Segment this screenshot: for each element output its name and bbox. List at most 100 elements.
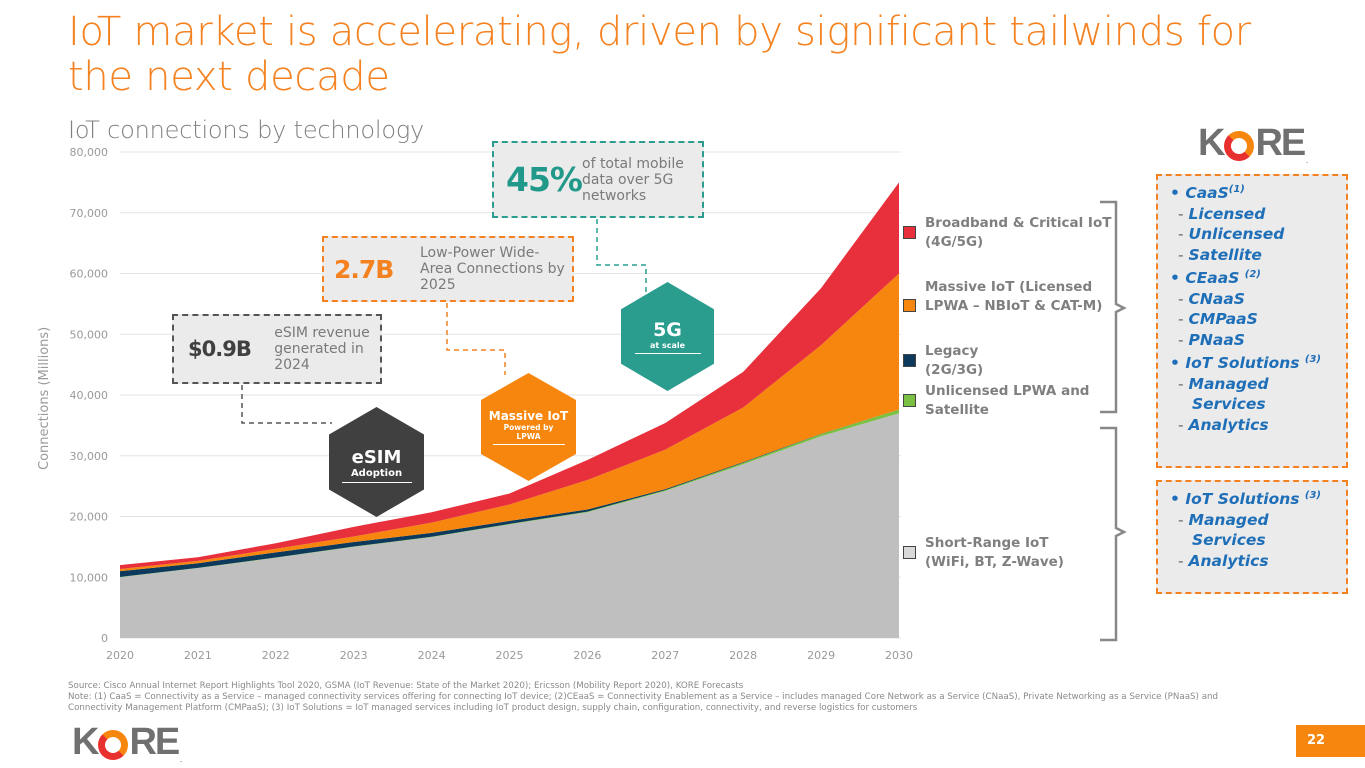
- offering-subitem: Unlicensed: [1170, 224, 1338, 245]
- area-series-4: [120, 182, 899, 570]
- legend-label: Broadband & Critical IoT (4G/5G): [925, 215, 1112, 250]
- logo-letter-k: K: [1198, 122, 1225, 164]
- offering-heading: IoT Solutions (3): [1170, 486, 1338, 510]
- esim-revenue-text: eSIM revenue generated in 2024: [274, 325, 370, 373]
- y-tick-label: 40,000: [70, 389, 109, 402]
- offering-heading: IoT Solutions (3): [1170, 350, 1338, 374]
- legend-item-legacy: Legacy (2G/3G): [903, 342, 1113, 380]
- 5g-data-value: 45%: [506, 160, 583, 199]
- esim-hex-subtitle: Adoption: [341, 468, 412, 483]
- offering-subitem: Managed Services: [1170, 374, 1338, 415]
- kore-solutions-box: IoT Solutions (3)Managed ServicesAnalyti…: [1156, 480, 1348, 594]
- x-tick-label: 2020: [106, 649, 134, 662]
- offering-subitem: Licensed: [1170, 204, 1338, 225]
- legend-swatch-icon: [903, 394, 916, 407]
- lpwa-text: Low-Power Wide-Area Connections by 2025: [420, 245, 565, 293]
- offering-subitem: Satellite: [1170, 245, 1338, 266]
- area-series-0: [120, 413, 899, 638]
- lower-brace-icon: [1100, 426, 1127, 642]
- legend-item-unlicensed-lpwa: Unlicensed LPWA and Satellite: [903, 382, 1113, 420]
- footnote-ref: (3): [1304, 490, 1321, 501]
- 5g-data-text: of total mobile data over 5G networks: [582, 155, 684, 204]
- lpwa-connector: [446, 303, 506, 375]
- legend-swatch-icon: [903, 546, 916, 559]
- legend-swatch-icon: [903, 226, 916, 239]
- legend-item-massive-iot: Massive IoT (Licensed LPWA – NBIoT & CAT…: [903, 278, 1113, 316]
- esim-connector: [241, 385, 332, 424]
- kore-offerings-box: CaaS(1)LicensedUnlicensedSatelliteCEaaS …: [1156, 174, 1348, 468]
- offering-text: Managed Services: [1188, 374, 1269, 414]
- y-tick-label: 0: [101, 632, 108, 645]
- lpwa-value: 2.7B: [334, 254, 394, 284]
- offering-text: IoT Solutions: [1185, 490, 1305, 509]
- x-tick-label: 2023: [340, 649, 368, 662]
- offering-text: Managed Services: [1188, 510, 1269, 550]
- logo-letters-re: RE: [129, 721, 180, 763]
- x-axis-ticks: 2020 2021 2022 2023 2024 2025 2026 2027 2028 2029…: [106, 649, 913, 662]
- esim-hex-title: eSIM: [351, 447, 402, 468]
- y-tick-label: 70,000: [70, 207, 109, 220]
- offering-text: CEaaS: [1185, 269, 1245, 288]
- offering-text: Satellite: [1188, 245, 1262, 264]
- logo-ring-icon: [1224, 131, 1255, 161]
- legend-item-short-range: Short-Range IoT (WiFi, BT, Z-Wave): [903, 534, 1113, 572]
- logo-ring-icon: [98, 730, 129, 760]
- y-tick-label: 60,000: [70, 268, 109, 281]
- grouping-braces: [1100, 200, 1127, 642]
- area-series-3: [120, 273, 899, 572]
- esim-adoption-hexagon: eSIM Adoption: [329, 407, 424, 517]
- offering-heading: CaaS(1): [1170, 180, 1338, 204]
- massive-iot-hex-subtitle: Powered by LPWA: [492, 423, 565, 445]
- legend-label: Massive IoT (Licensed LPWA – NBIoT & CAT…: [925, 279, 1103, 314]
- upper-brace-icon: [1100, 200, 1127, 414]
- source-note: Source: Cisco Annual Internet Report Hig…: [68, 681, 744, 691]
- offering-subitem: PNaaS: [1170, 330, 1338, 351]
- logo-letter-k: K: [72, 721, 99, 763]
- offering-text: Analytics: [1188, 551, 1269, 570]
- definitions-note: Note: (1) CaaS = Connectivity as a Servi…: [68, 692, 1219, 713]
- chart-subtitle: IoT connections by technology: [68, 116, 425, 144]
- legend-label: Legacy (2G/3G): [925, 343, 984, 378]
- esim-revenue-value: $0.9B: [188, 337, 252, 361]
- x-tick-label: 2025: [496, 649, 524, 662]
- x-tick-label: 2026: [573, 649, 601, 662]
- y-tick-label: 50,000: [70, 328, 109, 341]
- y-tick-label: 10,000: [70, 571, 109, 584]
- massive-iot-hex-title: Massive IoT: [488, 409, 569, 423]
- legend-label: Short-Range IoT (WiFi, BT, Z-Wave): [925, 535, 1064, 570]
- 5g-data-callout: 45% of total mobile data over 5G network…: [492, 141, 704, 218]
- offering-subitem: Managed Services: [1170, 510, 1338, 551]
- footnote-ref: (1): [1228, 184, 1245, 195]
- legend-swatch-icon: [903, 299, 916, 312]
- offering-subitem: CNaaS: [1170, 289, 1338, 310]
- offering-text: CaaS: [1185, 184, 1229, 203]
- x-tick-label: 2030: [885, 649, 913, 662]
- y-axis-label: Connections (Millions): [37, 327, 52, 470]
- x-tick-label: 2022: [262, 649, 290, 662]
- offering-subitem: CMPaaS: [1170, 309, 1338, 330]
- x-tick-label: 2021: [184, 649, 212, 662]
- offering-text: Licensed: [1188, 204, 1266, 223]
- x-tick-label: 2027: [651, 649, 679, 662]
- legend-item-broadband: Broadband & Critical IoT (4G/5G): [903, 214, 1113, 252]
- kore-logo-bottom: K RE.: [72, 721, 182, 764]
- x-tick-label: 2028: [729, 649, 757, 662]
- footnote-ref: (3): [1304, 354, 1321, 366]
- registered-icon: .: [1306, 159, 1308, 165]
- y-axis-ticks: 0 10,000 20,000 30,000 40,000 50,000 60,000 70,…: [70, 146, 109, 645]
- page-number: 22: [1296, 725, 1365, 757]
- offering-text: CNaaS: [1188, 289, 1245, 308]
- offering-text: CMPaaS: [1188, 310, 1258, 329]
- 5g-hex-title: 5G: [653, 319, 682, 341]
- y-tick-label: 30,000: [70, 450, 109, 463]
- y-tick-label: 80,000: [70, 146, 109, 159]
- registered-icon: .: [180, 758, 182, 764]
- esim-revenue-callout: $0.9B eSIM revenue generated in 2024: [172, 314, 382, 384]
- x-tick-label: 2024: [418, 649, 446, 662]
- x-tick-label: 2029: [807, 649, 835, 662]
- 5g-hex-subtitle: at scale: [634, 341, 701, 354]
- offering-subitem: Analytics: [1170, 415, 1338, 436]
- 5g-connector: [596, 219, 647, 300]
- slide-title: IoT market is accelerating, driven by si…: [68, 9, 1251, 100]
- kore-logo-top: K RE.: [1198, 122, 1308, 165]
